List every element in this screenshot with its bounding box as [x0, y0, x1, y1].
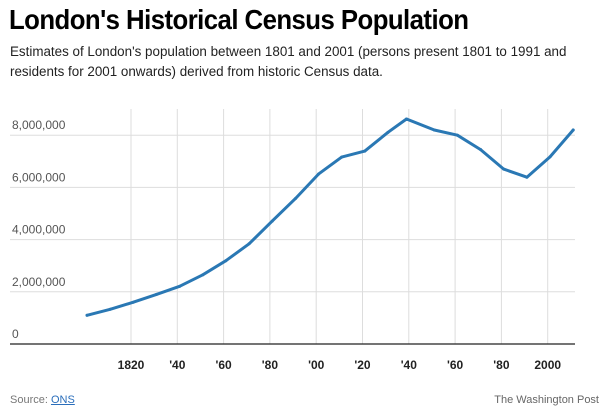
x-tick-label: '00: [308, 358, 325, 372]
y-tick-label: 8,000,000: [12, 118, 66, 132]
data-point: [247, 242, 251, 246]
y-axis-labels: 0 2,000,000 4,000,000 6,000,000 8,000,000: [12, 118, 66, 341]
series-group: [85, 117, 575, 317]
chart-title: London's Historical Census Population: [9, 4, 469, 35]
data-point: [154, 292, 158, 296]
data-point: [432, 128, 436, 132]
x-tick-label: '80: [262, 358, 279, 372]
data-point: [502, 167, 506, 171]
data-point: [131, 300, 135, 304]
data-point: [525, 175, 529, 179]
series-line: [85, 117, 575, 317]
x-tick-label: '60: [215, 358, 232, 372]
x-tick-label: '20: [354, 358, 371, 372]
y-tick-label: 4,000,000: [12, 223, 66, 237]
data-point: [317, 172, 321, 176]
data-point: [108, 307, 112, 311]
data-point: [293, 197, 297, 201]
source-note: Source: ONS: [10, 394, 75, 406]
source-prefix: Source:: [10, 394, 51, 406]
y-tick-label: 2,000,000: [12, 275, 66, 289]
data-point: [404, 117, 408, 121]
x-tick-label: '80: [493, 358, 510, 372]
data-point: [340, 155, 344, 159]
data-point: [455, 133, 459, 137]
x-tick-label: 1820: [118, 358, 145, 372]
x-tick-label: '40: [401, 358, 418, 372]
grid: [10, 109, 575, 344]
x-tick-label: 2000: [534, 358, 561, 372]
data-point: [85, 313, 89, 317]
y-tick-label: 0: [12, 327, 19, 341]
data-point: [270, 219, 274, 223]
data-point: [224, 259, 228, 263]
data-point: [386, 130, 390, 134]
data-point: [178, 284, 182, 288]
data-point: [571, 128, 575, 132]
x-axis-labels: 1820 '40 '60 '80 '00 '20 '40 '60 '80 2000: [118, 358, 562, 372]
data-point: [363, 149, 367, 153]
x-tick-label: '40: [169, 358, 186, 372]
chart-subtitle: Estimates of London's population between…: [10, 44, 567, 79]
data-point: [548, 155, 552, 159]
data-point: [201, 273, 205, 277]
x-tick-label: '60: [447, 358, 464, 372]
y-tick-label: 6,000,000: [12, 170, 66, 184]
credit: The Washington Post: [494, 394, 599, 406]
source-link[interactable]: ONS: [50, 394, 75, 406]
data-point: [479, 148, 483, 152]
